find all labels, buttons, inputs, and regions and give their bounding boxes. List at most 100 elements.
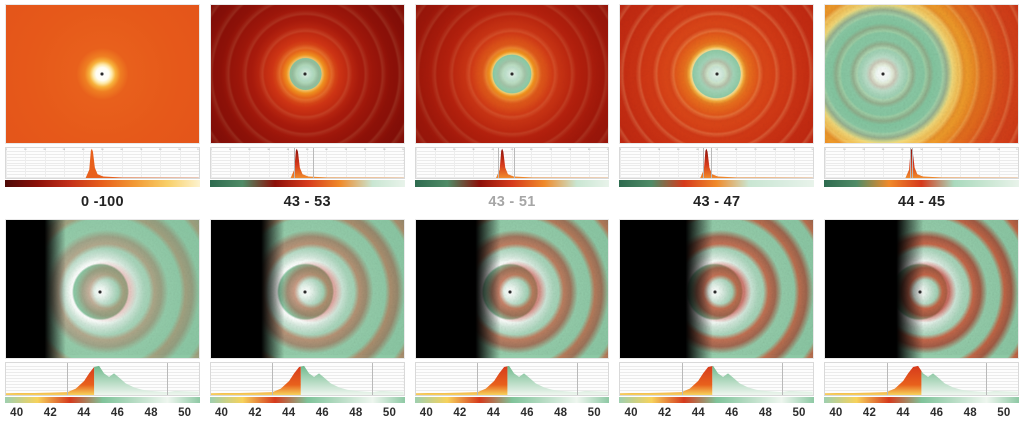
diffraction-image[interactable] xyxy=(619,219,815,359)
histogram[interactable]: 0 10 20 30 40 50 60 70 80 90 100100908070605040302… xyxy=(5,147,200,179)
axis-tick-label: 44 xyxy=(896,407,910,419)
colorbar[interactable] xyxy=(619,397,815,403)
figure-panel: 100908070605040302010 40 42 44 46 48 50 xyxy=(614,215,819,425)
histogram-side-scale: 100908070605040302010 xyxy=(404,148,405,178)
histogram-tick-label: 20 xyxy=(43,149,46,151)
histogram-tick-label: 60 xyxy=(120,149,123,151)
diffraction-image[interactable] xyxy=(414,219,610,359)
center-marker xyxy=(303,72,307,76)
histogram-tick-label: 80 xyxy=(568,149,572,151)
histogram-tick-label: 50 xyxy=(715,149,718,151)
axis-tick-label: 48 xyxy=(554,407,568,419)
histogram-range-handle[interactable] xyxy=(911,148,913,178)
histogram-tick-label: 10 xyxy=(638,149,641,151)
histogram-range-handle[interactable] xyxy=(886,363,888,395)
histogram-tick-label: 80 xyxy=(363,149,367,151)
histogram-wrapper: 0 10 20 30 40 50 60 70 80 90 100100908070605040302… xyxy=(614,144,819,179)
colorbar[interactable] xyxy=(5,180,200,187)
diffraction-image[interactable] xyxy=(209,4,405,144)
histogram-range-handle[interactable] xyxy=(372,363,373,395)
histogram[interactable]: 0 10 20 30 40 50 60 70 80 90 100100908070605040302… xyxy=(824,147,1019,179)
histogram-tick-label: 60 xyxy=(939,149,943,151)
figure-panel: 100908070605040302010 40 42 44 46 48 50 xyxy=(0,215,205,425)
histogram-range-handle[interactable] xyxy=(986,363,988,395)
histogram[interactable]: 100908070605040302010 xyxy=(414,362,610,396)
center-marker xyxy=(98,290,102,294)
histogram-range-handle[interactable] xyxy=(272,363,274,395)
colorbar[interactable] xyxy=(209,397,405,403)
panel-caption: 43 - 53 xyxy=(283,194,331,210)
x-axis: 40 42 44 46 48 50 xyxy=(0,403,205,423)
histogram[interactable]: 0 10 20 30 40 50 60 70 80 90 100100908070605040302… xyxy=(619,147,815,179)
histogram[interactable]: 100908070605040302010 xyxy=(824,362,1019,396)
colorbar[interactable] xyxy=(209,180,405,187)
axis-tick-label: 44 xyxy=(486,407,501,419)
histogram-range-handle[interactable] xyxy=(67,363,69,395)
center-marker xyxy=(881,72,885,76)
axis-tick-label: 50 xyxy=(587,407,601,419)
colorbar[interactable] xyxy=(414,180,610,187)
histogram-range-handle[interactable] xyxy=(681,363,683,395)
image-plate-wrapper xyxy=(614,215,819,359)
histogram-range-handle[interactable] xyxy=(167,363,169,395)
center-marker xyxy=(713,290,717,294)
histogram-tick-label: 20 xyxy=(452,149,456,151)
axis-tick-label: 46 xyxy=(520,407,534,419)
histogram[interactable]: 0 10 20 30 40 50 60 70 80 90 100100908070605040302… xyxy=(209,147,405,179)
colorbar[interactable] xyxy=(824,180,1019,187)
image-plate-wrapper xyxy=(410,215,615,359)
histogram[interactable]: 100908070605040302010 xyxy=(5,362,200,396)
histogram-tick-label: 10 xyxy=(433,149,437,151)
histogram-tick-label: 0 xyxy=(5,149,7,151)
histogram-wrapper: 0 10 20 30 40 50 60 70 80 90 100100908070605040302… xyxy=(0,144,205,179)
histogram-curve xyxy=(620,148,814,178)
histogram-range-handle[interactable] xyxy=(711,148,712,178)
histogram-tick-label: 10 xyxy=(228,149,232,151)
histogram-range-handle[interactable] xyxy=(498,148,500,178)
diffraction-image[interactable] xyxy=(5,219,200,359)
image-plate-wrapper xyxy=(205,0,410,144)
histogram-range-handle[interactable] xyxy=(513,148,515,178)
histogram-tick-label: 70 xyxy=(344,149,347,151)
colorbar[interactable] xyxy=(619,180,815,187)
histogram-curve xyxy=(6,148,199,178)
histogram-tick-label: 70 xyxy=(549,149,552,151)
histogram-side-scale: 100908070605040302010 xyxy=(1018,148,1019,178)
diffraction-image[interactable] xyxy=(209,219,405,359)
histogram-tick-label: 60 xyxy=(734,149,738,151)
histogram-tick-label: 20 xyxy=(862,149,865,151)
diffraction-image[interactable] xyxy=(824,4,1019,144)
histogram-range-handle[interactable] xyxy=(477,363,479,395)
diffraction-image[interactable] xyxy=(5,4,200,144)
x-axis: 40 42 44 46 48 50 xyxy=(614,403,819,423)
figure-panel: 0 10 20 30 40 50 60 70 80 90 100100908070605040302… xyxy=(614,0,819,215)
histogram-wrapper: 0 10 20 30 40 50 60 70 80 90 100100908070605040302… xyxy=(410,144,615,179)
histogram-range-handle[interactable] xyxy=(293,148,295,178)
histogram[interactable]: 0 10 20 30 40 50 60 70 80 90 100100908070605040302… xyxy=(414,147,610,179)
histogram[interactable]: 100908070605040302010 xyxy=(209,362,405,396)
image-plate-wrapper xyxy=(0,215,205,359)
colorbar[interactable] xyxy=(5,397,200,403)
diffraction-image[interactable] xyxy=(619,4,815,144)
histogram-range-handle[interactable] xyxy=(703,148,705,178)
histogram-tick-label: 30 xyxy=(267,149,270,151)
histogram-tick-label: 70 xyxy=(754,149,757,151)
histogram-range-handle[interactable] xyxy=(312,148,314,178)
panel-caption: 44 - 45 xyxy=(897,194,946,210)
figure-panel: 0 10 20 30 40 50 60 70 80 90 100100908070605040302… xyxy=(0,0,205,215)
diffraction-image[interactable] xyxy=(414,4,610,144)
histogram-curve xyxy=(210,148,404,178)
histogram-range-handle[interactable] xyxy=(910,148,912,178)
diffraction-image[interactable] xyxy=(824,219,1019,359)
image-plate-wrapper xyxy=(0,0,205,144)
colorbar[interactable] xyxy=(414,397,610,403)
histogram-tick-label: 40 xyxy=(696,149,699,151)
histogram-range-handle[interactable] xyxy=(781,363,783,395)
histogram-tick-label: 0 xyxy=(619,149,621,151)
histogram[interactable]: 100908070605040302010 xyxy=(619,362,815,396)
histogram-range-handle[interactable] xyxy=(576,363,578,395)
axis-tick-label: 46 xyxy=(930,407,944,419)
colorbar[interactable] xyxy=(824,397,1019,403)
histogram-tick-label: 10 xyxy=(843,149,846,151)
